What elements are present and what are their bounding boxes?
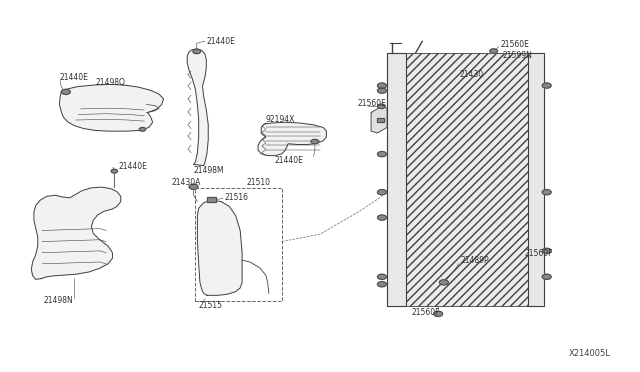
Text: 21498N: 21498N — [44, 296, 73, 305]
Circle shape — [189, 184, 198, 189]
Text: 21516: 21516 — [224, 193, 248, 202]
Circle shape — [542, 248, 551, 253]
Circle shape — [378, 282, 387, 287]
Polygon shape — [60, 84, 164, 131]
Circle shape — [542, 83, 551, 88]
Text: 21440E: 21440E — [275, 155, 304, 164]
Text: 21498M: 21498M — [193, 166, 224, 174]
Polygon shape — [187, 49, 208, 166]
Circle shape — [542, 274, 551, 279]
Circle shape — [378, 151, 387, 157]
Polygon shape — [371, 107, 387, 133]
Text: 21440E: 21440E — [60, 73, 88, 82]
Circle shape — [111, 169, 118, 173]
Bar — [207, 197, 216, 202]
Text: 21510: 21510 — [246, 178, 271, 187]
Text: 21560F: 21560F — [524, 249, 553, 258]
Circle shape — [378, 274, 387, 279]
Text: 21599N: 21599N — [502, 51, 532, 60]
Circle shape — [440, 280, 449, 285]
Bar — [406, 52, 527, 307]
Circle shape — [378, 104, 385, 109]
Text: 21560E: 21560E — [357, 99, 386, 108]
Text: 21560E: 21560E — [500, 39, 529, 49]
Bar — [207, 197, 216, 202]
Circle shape — [542, 190, 551, 195]
Polygon shape — [387, 52, 406, 307]
Text: 21440E: 21440E — [206, 36, 236, 46]
Text: 21440E: 21440E — [119, 162, 148, 171]
Text: 21515: 21515 — [198, 301, 223, 310]
Text: X214005L: X214005L — [569, 349, 611, 358]
Bar — [377, 118, 384, 122]
Polygon shape — [31, 187, 121, 279]
Bar — [195, 188, 282, 301]
Text: 21430A: 21430A — [172, 178, 201, 187]
Circle shape — [61, 89, 70, 94]
Circle shape — [378, 83, 387, 88]
Circle shape — [378, 88, 387, 93]
Polygon shape — [197, 200, 242, 295]
Bar — [377, 118, 384, 122]
Circle shape — [490, 49, 497, 53]
Text: 21489P: 21489P — [461, 256, 489, 265]
Text: 92194X: 92194X — [266, 115, 295, 124]
Circle shape — [311, 139, 319, 144]
Polygon shape — [258, 122, 326, 155]
Circle shape — [378, 190, 387, 195]
Circle shape — [140, 128, 146, 131]
Circle shape — [434, 311, 443, 317]
Polygon shape — [527, 52, 543, 307]
Text: 21498Q: 21498Q — [95, 78, 125, 87]
Text: 21560F: 21560F — [411, 308, 440, 317]
Circle shape — [193, 49, 200, 54]
Text: 21430: 21430 — [460, 70, 483, 79]
Circle shape — [378, 215, 387, 220]
